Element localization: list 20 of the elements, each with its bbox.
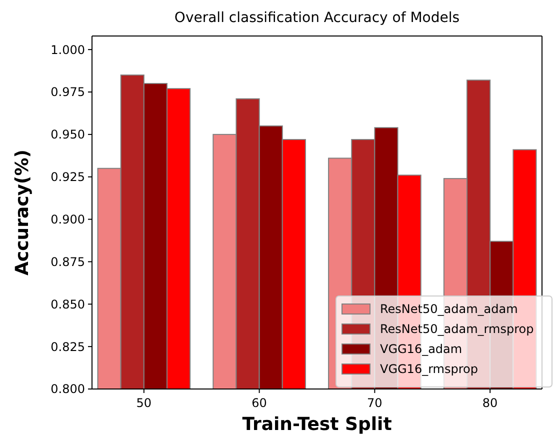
chart-title: Overall classification Accuracy of Models bbox=[174, 10, 460, 26]
y-tick-label: 0.950 bbox=[50, 128, 85, 142]
legend-label: ResNet50_adam_rmsprop bbox=[380, 322, 534, 336]
y-tick-label: 0.925 bbox=[50, 170, 85, 184]
y-tick-label: 0.800 bbox=[50, 382, 85, 396]
legend-label: VGG16_adam bbox=[380, 342, 462, 356]
y-axis-title: Accuracy(%) bbox=[12, 150, 33, 276]
x-tick-label: 80 bbox=[482, 396, 498, 410]
legend-label: VGG16_rmsprop bbox=[380, 362, 478, 376]
y-tick-label: 1.000 bbox=[50, 42, 85, 57]
y-tick-label: 0.875 bbox=[50, 254, 85, 269]
x-tick-label: 70 bbox=[367, 396, 382, 410]
x-tick-label: 50 bbox=[136, 396, 152, 410]
legend-label: ResNet50_adam_adam bbox=[380, 302, 518, 316]
y-tick-label: 0.900 bbox=[50, 212, 85, 226]
x-tick-label: 60 bbox=[252, 396, 267, 410]
y-tick-label: 0.975 bbox=[50, 85, 85, 100]
x-axis-title: Train-Test Split bbox=[242, 414, 392, 435]
y-tick-label: 0.825 bbox=[50, 340, 85, 354]
y-tick-label: 0.850 bbox=[50, 297, 85, 312]
